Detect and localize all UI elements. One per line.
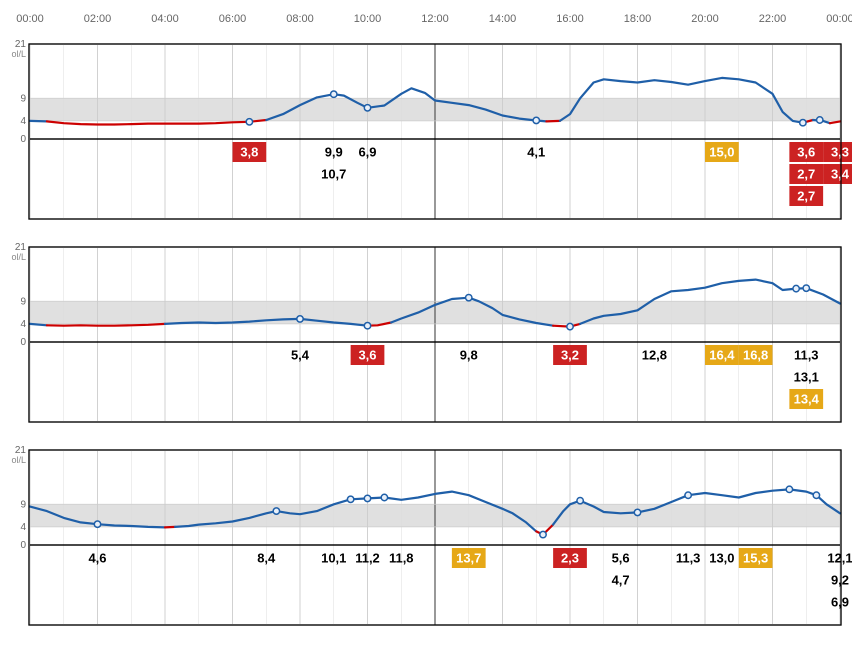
- reading-marker: [364, 495, 370, 501]
- svg-text:ol/L: ol/L: [11, 455, 26, 465]
- reading-marker: [786, 486, 792, 492]
- reading-marker: [297, 316, 303, 322]
- svg-text:08:00: 08:00: [286, 13, 314, 25]
- svg-text:12:00: 12:00: [421, 13, 449, 25]
- svg-text:04:00: 04:00: [151, 13, 179, 25]
- reading-marker: [533, 117, 539, 123]
- svg-text:ol/L: ol/L: [11, 49, 26, 59]
- reading-marker: [364, 105, 370, 111]
- value-cell: 4,6: [88, 550, 106, 565]
- svg-text:0: 0: [20, 134, 26, 145]
- svg-text:ol/L: ol/L: [11, 252, 26, 262]
- value-cell: 16,4: [709, 347, 735, 362]
- value-cell: 11,8: [389, 550, 414, 565]
- value-cell: 5,6: [612, 550, 630, 565]
- value-cell: 3,6: [797, 144, 815, 159]
- value-cell: 3,2: [561, 347, 579, 362]
- reading-marker: [567, 323, 573, 329]
- reading-marker: [347, 496, 353, 502]
- value-cell: 4,7: [612, 572, 630, 587]
- value-cell: 9,8: [460, 347, 478, 362]
- value-cell: 12,1: [827, 550, 852, 565]
- glucose-line: [165, 527, 175, 528]
- svg-text:9: 9: [20, 93, 26, 104]
- value-cell: 15,0: [709, 144, 734, 159]
- svg-text:4: 4: [20, 319, 26, 330]
- svg-text:20:00: 20:00: [691, 13, 719, 25]
- value-cell: 10,1: [321, 550, 346, 565]
- value-cell: 3,4: [831, 166, 850, 181]
- reading-marker: [540, 531, 546, 537]
- reading-marker: [246, 119, 252, 125]
- svg-text:9: 9: [20, 499, 26, 510]
- value-cell: 11,3: [676, 550, 701, 565]
- svg-text:02:00: 02:00: [84, 13, 112, 25]
- svg-text:10:00: 10:00: [354, 13, 382, 25]
- value-cell: 3,8: [240, 144, 258, 159]
- glucose-line: [30, 324, 47, 325]
- value-cell: 11,2: [355, 550, 380, 565]
- panel-2: 04921ol/L4,68,410,111,211,813,72,35,611,…: [11, 445, 852, 625]
- value-cell: 2,7: [797, 166, 815, 181]
- value-cell: 8,4: [257, 550, 276, 565]
- svg-text:00:00: 00:00: [16, 13, 44, 25]
- reading-marker: [817, 117, 823, 123]
- reading-marker: [793, 285, 799, 291]
- svg-text:0: 0: [20, 540, 26, 551]
- value-cell: 9,2: [831, 572, 849, 587]
- value-cell: 3,3: [831, 144, 849, 159]
- value-cell: 2,7: [797, 188, 815, 203]
- reading-marker: [94, 521, 100, 527]
- svg-text:14:00: 14:00: [489, 13, 517, 25]
- value-cell: 4,1: [527, 144, 545, 159]
- reading-marker: [803, 285, 809, 291]
- value-cell: 5,4: [291, 347, 310, 362]
- panel-1: 04921ol/L5,43,69,83,212,816,416,811,313,…: [11, 242, 841, 422]
- svg-text:00:00: 00:00: [826, 13, 852, 25]
- svg-text:0: 0: [20, 337, 26, 348]
- chart-container: 00:00 02:00 04:00 06:00 08:00 10:00 12:00 14:00…: [0, 0, 852, 651]
- value-cell: 16,8: [743, 347, 768, 362]
- value-cell: 11,3: [794, 347, 819, 362]
- value-cell: 13,1: [794, 369, 819, 384]
- svg-text:06:00: 06:00: [219, 13, 247, 25]
- value-cell: 6,9: [358, 144, 376, 159]
- reading-marker: [381, 494, 387, 500]
- reading-marker: [577, 497, 583, 503]
- panel-0: 04921ol/L3,89,96,94,115,03,63,310,72,73,…: [11, 39, 852, 219]
- reading-marker: [634, 509, 640, 515]
- svg-text:4: 4: [20, 116, 26, 127]
- reading-marker: [685, 492, 691, 498]
- chart-svg: 00:00 02:00 04:00 06:00 08:00 10:00 12:00 14:00…: [0, 0, 852, 651]
- svg-text:9: 9: [20, 296, 26, 307]
- reading-marker: [364, 323, 370, 329]
- value-cell: 9,9: [325, 144, 343, 159]
- svg-text:18:00: 18:00: [624, 13, 652, 25]
- svg-text:16:00: 16:00: [556, 13, 584, 25]
- reading-marker: [331, 91, 337, 97]
- value-cell: 6,9: [831, 594, 849, 609]
- glucose-line: [830, 121, 840, 123]
- reading-marker: [800, 120, 806, 126]
- svg-text:4: 4: [20, 522, 26, 533]
- value-cell: 2,3: [561, 550, 579, 565]
- svg-text:22:00: 22:00: [759, 13, 787, 25]
- reading-marker: [813, 492, 819, 498]
- value-cell: 12,8: [642, 347, 667, 362]
- value-cell: 10,7: [321, 166, 346, 181]
- value-cell: 13,0: [709, 550, 734, 565]
- value-cell: 15,3: [743, 550, 768, 565]
- value-cell: 13,7: [456, 550, 481, 565]
- value-cell: 3,6: [358, 347, 376, 362]
- reading-marker: [466, 294, 472, 300]
- reading-marker: [273, 508, 279, 514]
- glucose-line: [546, 121, 560, 122]
- value-cell: 13,4: [794, 391, 820, 406]
